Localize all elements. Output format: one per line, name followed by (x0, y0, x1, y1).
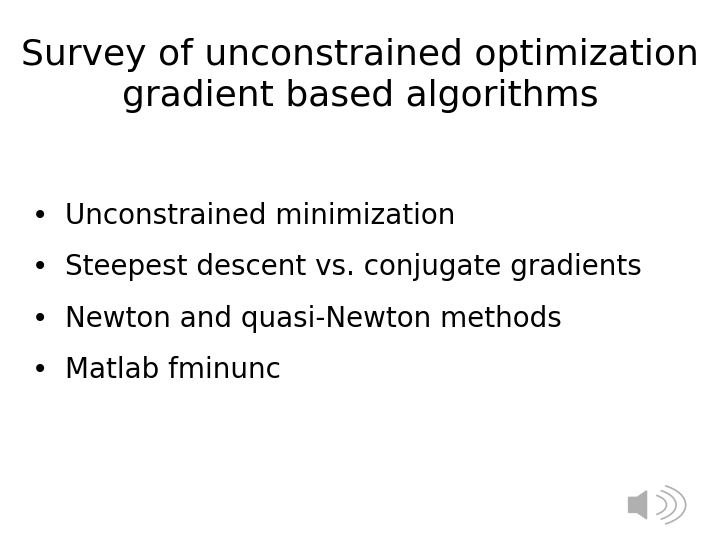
Text: •: • (32, 305, 48, 333)
Text: Newton and quasi-Newton methods: Newton and quasi-Newton methods (65, 305, 562, 333)
Polygon shape (629, 491, 647, 519)
Text: Survey of unconstrained optimization
gradient based algorithms: Survey of unconstrained optimization gra… (21, 38, 699, 112)
Text: •: • (32, 253, 48, 281)
Text: •: • (32, 202, 48, 230)
Text: Steepest descent vs. conjugate gradients: Steepest descent vs. conjugate gradients (65, 253, 642, 281)
Text: Unconstrained minimization: Unconstrained minimization (65, 202, 455, 230)
Text: •: • (32, 356, 48, 384)
Text: Matlab fminunc: Matlab fminunc (65, 356, 281, 384)
